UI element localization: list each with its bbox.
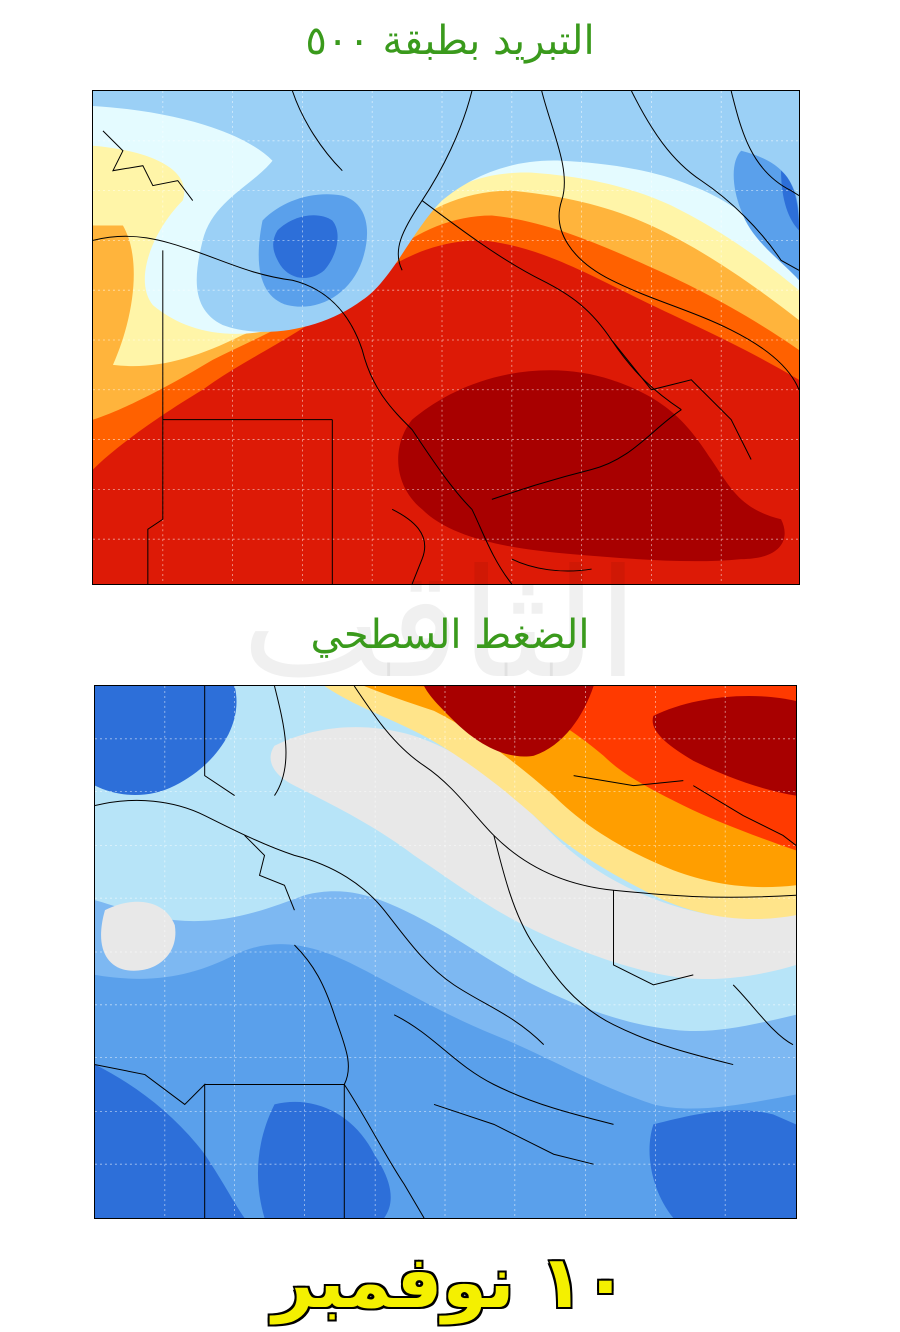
lower-map-title: الضغط السطحي: [310, 612, 590, 658]
grid-lines: [93, 91, 799, 584]
upper-map-canvas: [93, 91, 799, 584]
shade-deep-blue-northwest: [95, 686, 237, 796]
shade-dark-red-north: [424, 686, 594, 757]
shade-dark-red: [398, 370, 785, 562]
country-borders: [95, 686, 796, 1218]
shade-gray-west: [101, 901, 176, 971]
shade-deep-blue-east: [781, 170, 799, 231]
date-label: ١٠ نوفمبر: [271, 1239, 629, 1326]
upper-map-title: التبريد بطبقة ٥٠٠: [305, 18, 595, 64]
watermark: الثاقب: [241, 538, 639, 712]
upper-air-temperature-map: [92, 90, 800, 585]
shade-gray-belt: [270, 727, 796, 980]
shade-deep-blue-red-sea: [257, 1101, 391, 1218]
lower-map-canvas: [95, 686, 796, 1218]
grid-lines: [95, 686, 796, 1218]
shade-deep-blue-southeast: [649, 1110, 796, 1218]
shade-deep-blue-cold-core: [273, 215, 338, 279]
shade-deep-blue-southwest: [95, 1064, 245, 1218]
shade-dark-red-northeast: [652, 695, 796, 796]
country-borders: [93, 91, 799, 584]
surface-pressure-map: [94, 685, 797, 1219]
